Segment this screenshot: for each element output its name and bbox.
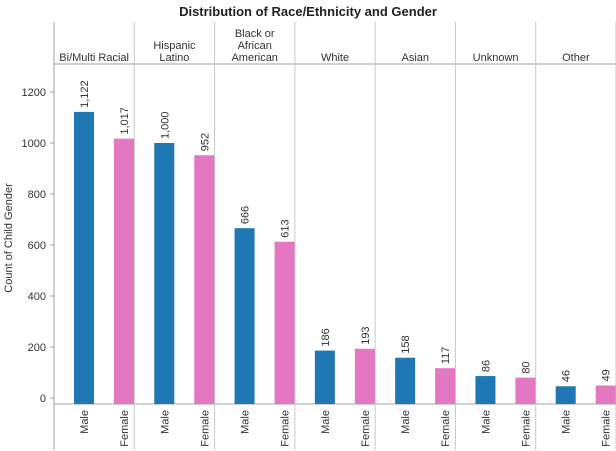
bar-female	[114, 138, 134, 405]
panel: Asian 158 Male 117 Female	[395, 22, 456, 450]
bar-female	[194, 155, 215, 404]
category-label: Female	[520, 410, 532, 447]
panel-label: Asian	[402, 52, 430, 64]
bar-female	[274, 241, 295, 404]
panel: Unknown 86 Male 80 Female	[473, 22, 537, 450]
y-tick-label: 800	[28, 189, 46, 201]
category-label: Male	[79, 410, 91, 434]
category-label: Female	[119, 410, 131, 447]
bar-female	[515, 377, 536, 404]
y-tick-label: 1200	[22, 87, 46, 99]
data-label: 86	[480, 360, 492, 372]
panel-label: Hispanic Latino	[153, 40, 196, 64]
y-tick-label: 400	[28, 291, 46, 303]
data-label: 666	[240, 206, 252, 224]
data-label: 1,017	[119, 107, 131, 135]
y-tick-label: 1000	[22, 138, 46, 150]
y-tick-label: 600	[28, 240, 46, 252]
panel-label: Black or African American	[231, 28, 277, 64]
panel: Bi/Multi Racial 1,122 Male 1,017 Female	[59, 22, 135, 450]
category-label: Male	[159, 410, 171, 434]
data-label: 49	[601, 369, 613, 381]
bar-male	[154, 143, 175, 404]
category-label: Female	[280, 410, 292, 447]
panel-label: Other	[562, 52, 590, 64]
bar-male	[475, 376, 496, 404]
y-axis: 0 200 400 600 800 1000 1200	[22, 22, 55, 450]
bar-female	[354, 348, 375, 404]
data-label: 952	[199, 133, 211, 151]
bar-male	[395, 357, 416, 404]
chart-title: Distribution of Race/Ethnicity and Gende…	[179, 4, 437, 19]
data-label: 158	[400, 335, 412, 353]
data-label: 117	[440, 347, 452, 365]
bar-male	[314, 350, 335, 404]
category-label: Male	[240, 410, 252, 434]
bar-male	[74, 111, 94, 404]
data-label: 80	[520, 361, 532, 373]
panel: Other 46 Male 49 Female	[555, 22, 616, 450]
data-label: 46	[561, 370, 573, 382]
data-label: 1,000	[159, 111, 171, 139]
bar-female	[435, 368, 456, 404]
data-label: 186	[320, 328, 332, 346]
category-label: Male	[400, 410, 412, 434]
panel-label: White	[321, 52, 349, 64]
panel-label: Bi/Multi Racial	[59, 52, 129, 64]
category-label: Male	[320, 410, 332, 434]
bar-male	[234, 228, 255, 404]
bar-male	[555, 386, 576, 404]
y-axis-title: Count of Child Gender	[3, 183, 15, 293]
category-label: Female	[601, 410, 613, 447]
chart-panels: Bi/Multi Racial1,122Male1,017FemaleHispa…	[54, 22, 616, 450]
data-label: 1,122	[79, 80, 91, 108]
y-tick-label: 200	[28, 342, 46, 354]
category-label: Male	[561, 410, 573, 434]
panel: Hispanic Latino 1,000 Male 952 Female	[153, 22, 216, 450]
category-label: Male	[480, 410, 492, 434]
bar-female	[595, 385, 616, 404]
data-label: 193	[360, 326, 372, 344]
panel-label: Unknown	[473, 52, 519, 64]
data-label: 613	[280, 219, 292, 237]
category-label: Female	[199, 410, 211, 447]
panel: Black or African American 666 Male 613 Female	[231, 22, 296, 450]
category-label: Female	[360, 410, 372, 447]
category-label: Female	[440, 410, 452, 447]
y-tick-label: 0	[40, 393, 46, 405]
panel: White 186 Male 193 Female	[314, 22, 376, 450]
